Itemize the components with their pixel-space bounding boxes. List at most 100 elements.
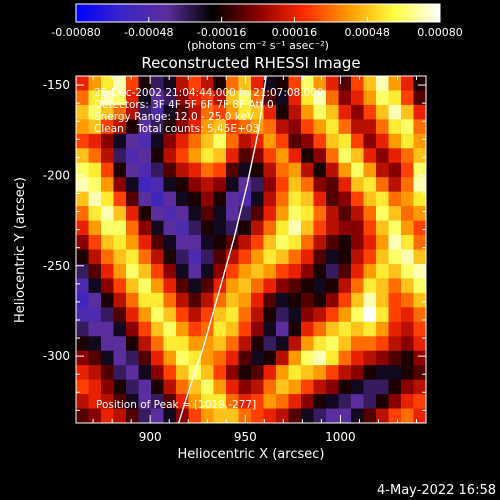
heatmap-cell	[376, 104, 390, 120]
heatmap-cell	[313, 119, 327, 135]
heatmap-cell	[338, 249, 352, 265]
heatmap-cell	[151, 350, 165, 366]
heatmap-cell	[126, 292, 140, 308]
heatmap-cell	[76, 350, 90, 366]
heatmap-cell	[376, 133, 390, 149]
heatmap-cell	[138, 394, 152, 410]
heatmap-cell	[201, 206, 215, 222]
heatmap-cell	[376, 379, 390, 395]
heatmap-cell	[76, 76, 90, 92]
heatmap-cell	[276, 379, 290, 395]
heatmap-cell	[126, 76, 140, 92]
heatmap-cell	[76, 263, 90, 280]
heatmap-cell	[263, 191, 277, 207]
heatmap-cell	[401, 263, 415, 280]
heatmap-cell	[313, 235, 327, 251]
heatmap-cell	[76, 278, 90, 294]
heatmap-cell	[226, 162, 240, 178]
heatmap-cell	[326, 76, 340, 92]
heatmap-cell	[388, 104, 402, 120]
heatmap-cell	[276, 162, 290, 178]
heatmap-cell	[276, 365, 290, 381]
heatmap-cell	[88, 119, 102, 135]
heatmap-cell	[101, 336, 115, 352]
heatmap-cell	[338, 206, 352, 222]
heatmap-cell	[188, 235, 202, 251]
heatmap-cell	[338, 148, 352, 164]
heatmap-cell	[363, 394, 377, 410]
heatmap-cell	[276, 249, 290, 265]
heatmap-cell	[151, 278, 165, 294]
heatmap-cell	[188, 133, 202, 149]
heatmap-cell	[176, 379, 190, 395]
heatmap-cell	[126, 263, 140, 280]
heatmap-cell	[338, 394, 352, 410]
heatmap-cell	[401, 336, 415, 352]
heatmap-cell	[251, 235, 265, 251]
heatmap-cell	[376, 206, 390, 222]
heatmap-cell	[151, 263, 165, 280]
heatmap-cell	[251, 336, 265, 352]
heatmap-cell	[401, 162, 415, 178]
heatmap-cell	[76, 177, 90, 193]
heatmap-cell	[138, 162, 152, 178]
heatmap-cell	[226, 307, 240, 323]
heatmap-cell	[326, 394, 340, 410]
heatmap-cell	[151, 379, 165, 395]
heatmap-cell	[76, 148, 90, 164]
heatmap-cell	[126, 278, 140, 294]
heatmap-cell	[326, 104, 340, 120]
heatmap-cell	[163, 148, 177, 164]
heatmap-cell	[363, 350, 377, 366]
heatmap-cell	[313, 162, 327, 178]
heatmap-cell	[351, 220, 365, 236]
heatmap-cell	[351, 278, 365, 294]
heatmap-cell	[176, 292, 190, 308]
heatmap-cell	[151, 394, 165, 410]
heatmap-cell	[263, 249, 277, 265]
heatmap-cell	[413, 76, 426, 92]
heatmap-cell	[401, 379, 415, 395]
heatmap-cell	[101, 162, 115, 178]
heatmap-cell	[213, 104, 227, 120]
heatmap-cell	[288, 162, 302, 178]
heatmap-cell	[163, 379, 177, 395]
colorbar-tick-label: -0.00048	[124, 26, 173, 39]
heatmap-cell	[151, 249, 165, 265]
heatmap-cell	[326, 278, 340, 294]
heatmap-cell	[376, 263, 390, 280]
heatmap-cell	[276, 235, 290, 251]
heatmap-cell	[163, 307, 177, 323]
heatmap-cell	[138, 263, 152, 280]
heatmap-cell	[401, 90, 415, 106]
heatmap-cell	[326, 119, 340, 135]
heatmap-cell	[313, 307, 327, 323]
heatmap-cell	[376, 162, 390, 178]
heatmap-cell	[151, 90, 165, 106]
heatmap-cell	[276, 278, 290, 294]
heatmap-cell	[201, 90, 215, 106]
heatmap-cell	[313, 321, 327, 337]
heatmap-cell	[351, 307, 365, 323]
heatmap-cell	[176, 220, 190, 236]
heatmap-cell	[238, 336, 252, 352]
heatmap-cell	[363, 278, 377, 294]
heatmap-cell	[301, 90, 315, 106]
y-axis-label: Heliocentric Y (arcsec)	[13, 177, 28, 323]
heatmap-cell	[413, 177, 426, 193]
heatmap-cell	[201, 292, 215, 308]
chart-title: Reconstructed RHESSI Image	[141, 54, 360, 72]
heatmap-cell	[163, 235, 177, 251]
heatmap-cell	[251, 394, 265, 410]
heatmap-cell	[351, 148, 365, 164]
heatmap-cell	[313, 177, 327, 193]
heatmap-cell	[238, 292, 252, 308]
heatmap-cell	[201, 249, 215, 265]
heatmap-cell	[138, 206, 152, 222]
heatmap-cell	[151, 162, 165, 178]
heatmap-cell	[201, 394, 215, 410]
heatmap-cell	[101, 365, 115, 381]
heatmap-cell	[163, 249, 177, 265]
heatmap-cell	[201, 379, 215, 395]
